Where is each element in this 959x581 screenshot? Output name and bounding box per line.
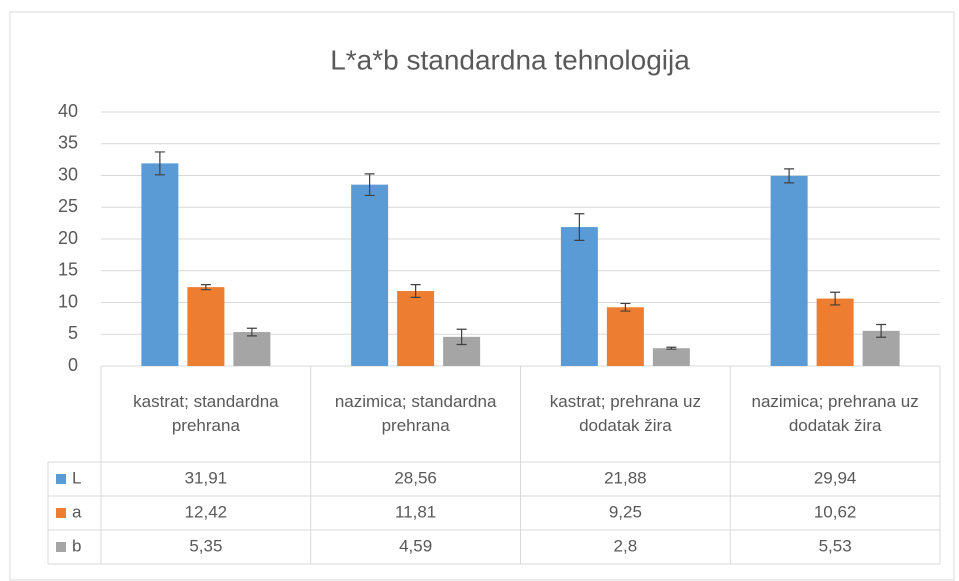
table-value: 29,94 xyxy=(814,468,857,487)
legend-swatch xyxy=(56,474,66,484)
chart-title: L*a*b standardna tehnologija xyxy=(330,44,690,75)
y-tick-label: 20 xyxy=(58,228,78,248)
error-bar xyxy=(154,151,165,176)
error-bar xyxy=(876,323,887,338)
y-tick-label: 0 xyxy=(68,355,78,375)
table-value: 11,81 xyxy=(395,502,436,521)
legend-label: L xyxy=(72,468,81,487)
table-value: 12,42 xyxy=(185,502,228,521)
bar xyxy=(816,298,854,366)
legend-swatch xyxy=(56,508,66,518)
y-tick-label: 15 xyxy=(58,260,78,280)
bar xyxy=(652,348,690,366)
table-value: 31,91 xyxy=(185,468,228,487)
bar xyxy=(397,291,435,366)
error-bar xyxy=(666,346,677,350)
bar xyxy=(560,227,598,366)
legend-label: b xyxy=(72,536,81,555)
table-value: 5,35 xyxy=(189,536,222,555)
table-value: 9,25 xyxy=(609,502,642,521)
bar xyxy=(351,184,389,366)
table-value: 21,88 xyxy=(604,468,647,487)
y-tick-label: 35 xyxy=(58,133,78,153)
error-bar xyxy=(830,291,841,306)
error-bar xyxy=(246,327,257,337)
error-bar xyxy=(784,168,795,184)
bar xyxy=(233,332,271,366)
table-value: 28,56 xyxy=(394,468,437,487)
bar xyxy=(187,287,225,366)
table-value: 10,62 xyxy=(814,502,857,521)
y-tick-label: 30 xyxy=(58,164,78,184)
legend-swatch xyxy=(56,542,66,552)
x-tick-label: nazimica; standardna prehrana xyxy=(334,392,497,435)
legend-label: a xyxy=(72,502,82,521)
error-bar xyxy=(574,213,585,241)
error-bar xyxy=(456,328,467,346)
error-bar xyxy=(410,284,421,298)
y-tick-label: 40 xyxy=(58,101,78,121)
y-tick-label: 10 xyxy=(58,291,78,311)
table-value: 5,53 xyxy=(819,536,852,555)
bar xyxy=(141,163,179,366)
table-value: 2,8 xyxy=(614,536,638,555)
error-bar xyxy=(620,302,631,312)
x-tick-label: nazimica; prehrana uz dodatak žira xyxy=(751,392,919,435)
bar xyxy=(606,307,644,366)
table-value: 4,59 xyxy=(399,536,432,555)
error-bar xyxy=(364,173,375,197)
x-tick-label: kastrat; prehrana uz dodatak žira xyxy=(549,392,701,435)
y-tick-label: 5 xyxy=(68,323,78,343)
bar xyxy=(770,175,808,366)
error-bar xyxy=(200,283,211,291)
x-tick-label: kastrat; standardna prehrana xyxy=(133,392,279,435)
y-tick-label: 25 xyxy=(58,196,78,216)
